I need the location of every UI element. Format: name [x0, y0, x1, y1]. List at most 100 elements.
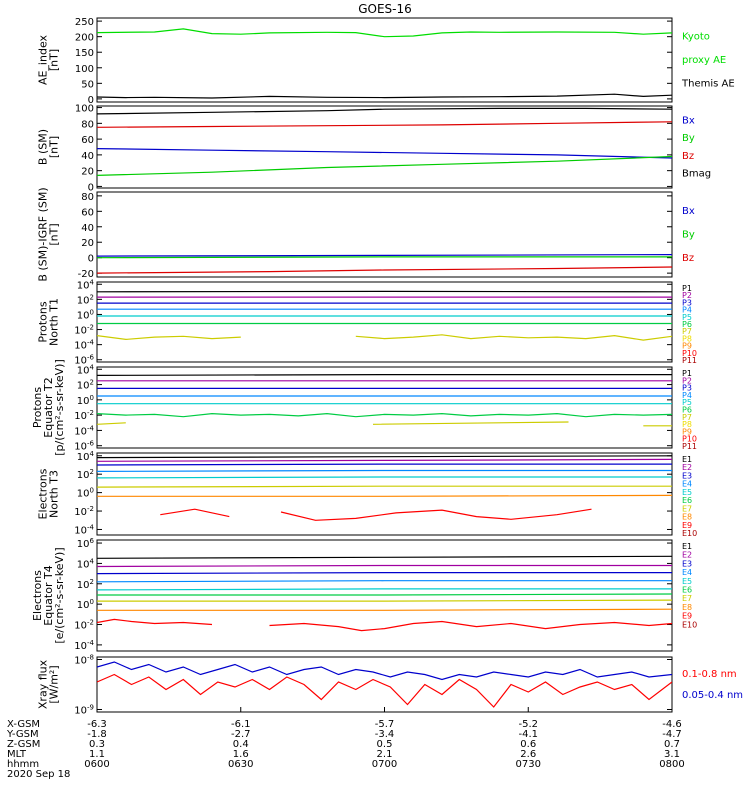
legend-entry: Kyoto — [682, 32, 710, 43]
x-tick-label: 3.1 — [664, 749, 680, 760]
x-tick-label: 0.6 — [520, 739, 536, 750]
legend-entry: E2 — [682, 551, 692, 560]
x-tick-label: 0.5 — [377, 739, 393, 750]
legend-entry: 0.1-0.8 nm — [682, 669, 737, 680]
y-tick-label: 10-8 — [74, 654, 94, 667]
series-line — [97, 463, 672, 466]
series-group — [97, 555, 672, 632]
panel-frame — [96, 191, 673, 278]
series-line — [97, 256, 672, 259]
x-tick-label: 0730 — [516, 759, 541, 770]
x-tick-label: -6.3 — [87, 719, 107, 730]
y-tick-label: 10-6 — [74, 354, 94, 367]
legend-entry: P2 — [682, 376, 692, 385]
y-tick-label: 0 — [88, 254, 94, 265]
y-tick-label: 40 — [81, 223, 94, 234]
legend-entry: P9 — [682, 342, 692, 351]
x-tick-label: -5.2 — [518, 719, 538, 730]
y-tick-label: 10-2 — [74, 619, 94, 632]
y-tick-label: 10-4 — [74, 523, 94, 536]
series-group — [97, 28, 672, 99]
legend-entry: proxy AE — [682, 55, 726, 66]
y-tick-label: 250 — [75, 17, 94, 28]
panel-frame — [96, 366, 673, 449]
series-line — [97, 334, 672, 341]
series-line — [97, 121, 672, 128]
series-group — [97, 455, 672, 521]
x-row-label: X-GSM — [7, 719, 40, 730]
panel-frame — [96, 281, 673, 363]
y-axis-label: [e/(cm²-s-sr-keV)] — [53, 547, 66, 643]
series-line — [97, 588, 672, 591]
y-tick-label: 104 — [77, 450, 95, 463]
y-axis-label: North T3 — [48, 470, 61, 518]
legend-entry: P5 — [682, 313, 692, 322]
x-tick-label: -5.7 — [375, 719, 395, 730]
x-row-label: MLT — [7, 749, 27, 760]
plot-title: GOES-16 — [358, 2, 412, 16]
x-row-label: Y-GSM — [6, 729, 39, 740]
series-line — [97, 608, 672, 611]
series-line — [97, 485, 672, 488]
y-tick-label: 100 — [75, 64, 94, 75]
legend-entry: Bz — [682, 253, 694, 264]
series-line — [97, 148, 672, 159]
y-tick-label: 100 — [77, 394, 94, 407]
y-axis-label: [W/m²] — [48, 665, 61, 703]
legend-entry: P7 — [682, 413, 692, 422]
series-line — [97, 593, 672, 596]
y-tick-label: 20 — [81, 167, 94, 178]
series-line — [97, 412, 672, 418]
y-tick-label: 104 — [77, 278, 95, 291]
series-line — [97, 661, 672, 681]
series-group — [97, 107, 672, 176]
y-tick-label: 150 — [75, 48, 94, 59]
y-tick-label: 80 — [81, 119, 94, 130]
x-tick-label: -4.6 — [662, 719, 682, 730]
y-tick-label: 102 — [77, 293, 94, 306]
legend-entry: E7 — [682, 594, 692, 603]
y-tick-label: 200 — [75, 33, 94, 44]
legend-entry: 0.05-0.4 nm — [682, 690, 743, 701]
legend-entry: P3 — [682, 298, 692, 307]
series-group — [97, 661, 672, 708]
y-axis-label: Xray flux — [37, 659, 50, 709]
legend-entry: Bx — [682, 206, 695, 217]
legend-entry: P9 — [682, 427, 692, 436]
y-axis-label: AE_index — [37, 34, 50, 85]
y-tick-label: 10-6 — [74, 440, 94, 453]
series-line — [97, 93, 672, 99]
legend-entry: P3 — [682, 384, 692, 393]
panel-frame — [96, 17, 673, 103]
y-axis-label: Equator T4 — [42, 565, 55, 625]
legend-entry: E3 — [682, 471, 692, 480]
series-line — [97, 469, 672, 472]
legend-entry: E8 — [682, 603, 692, 612]
y-tick-label: 100 — [77, 308, 94, 321]
series-line — [97, 155, 672, 176]
y-axis-label: B (SM)-IGRF (SM) — [37, 187, 50, 281]
x-row-label: Z-GSM — [7, 739, 40, 750]
legend-entry: P5 — [682, 398, 692, 407]
y-tick-label: 100 — [75, 104, 94, 115]
legend-entry: P10 — [682, 349, 697, 358]
y-axis-label: [nT] — [48, 223, 61, 245]
y-tick-label: -20 — [78, 269, 94, 280]
x-tick-label: 1.1 — [89, 749, 105, 760]
y-tick-label: 40 — [81, 151, 94, 162]
x-row-label: hhmm — [7, 759, 39, 770]
y-tick-label: 100 — [77, 487, 94, 500]
x-tick-label: 0.3 — [89, 739, 105, 750]
legend-entry: P1 — [682, 284, 692, 293]
legend-entry: By — [682, 230, 695, 241]
legend-entry: By — [682, 133, 695, 144]
x-tick-label: 0600 — [84, 759, 109, 770]
y-axis-label: [p/(cm²-s-sr-keV)] — [53, 359, 66, 456]
x-tick-label: 0.4 — [233, 739, 249, 750]
x-tick-label: 0700 — [372, 759, 397, 770]
y-tick-label: 102 — [77, 578, 94, 591]
y-axis-label: Equator T2 — [42, 377, 55, 437]
